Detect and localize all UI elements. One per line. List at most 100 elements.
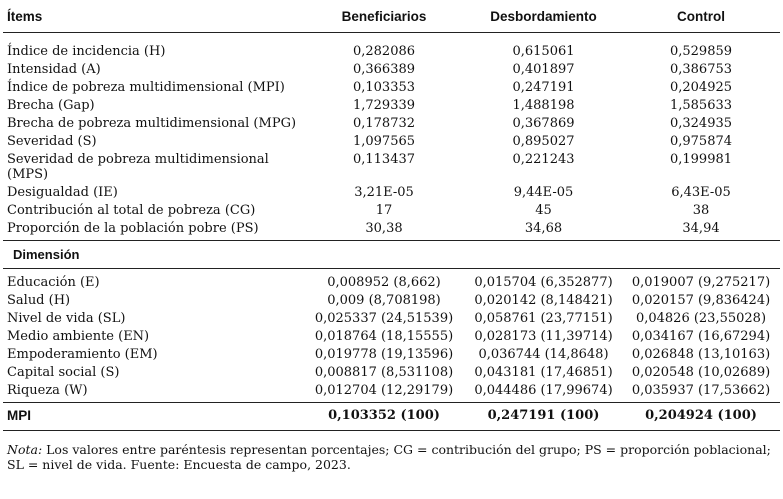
cell-control: 0,975874	[669, 134, 733, 149]
cell-control: 0,324935	[669, 116, 733, 131]
cell-desbordamiento: 0,020142 (8,148421)	[474, 293, 613, 308]
cell-beneficiarios: 1,097565	[352, 134, 416, 149]
cell-beneficiarios: 0,008952 (8,662)	[327, 275, 441, 290]
row-label: Índice de pobreza multidimensional (MPI)	[7, 80, 285, 95]
table-row: Intensidad (A) 0,366389 0,401897 0,386753	[3, 61, 780, 79]
row-label: Contribución al total de pobreza (CG)	[7, 203, 256, 218]
cell-control: 6,43E-05	[671, 185, 731, 200]
total-row: MPI 0,103352 (100) 0,247191 (100) 0,2049…	[3, 402, 780, 431]
cell-beneficiarios: 17	[375, 203, 393, 218]
table-row: Salud (H) 0,009 (8,708198) 0,020142 (8,148…	[3, 292, 780, 310]
note-prefix: Nota:	[7, 442, 43, 457]
header-beneficiarios: Beneficiarios	[303, 0, 465, 33]
cell-beneficiarios: 1,729339	[352, 98, 416, 113]
row-label: Severidad (S)	[7, 134, 97, 149]
row-label: Salud (H)	[7, 293, 71, 308]
table-row: Severidad de pobreza multidimensional (M…	[3, 151, 780, 184]
header-control: Control	[622, 0, 780, 33]
cell-control: 0,020548 (10,02689)	[631, 365, 771, 380]
total-beneficiarios: 0,103352 (100)	[303, 402, 465, 431]
total-control: 0,204924 (100)	[622, 402, 780, 431]
cell-desbordamiento: 0,367869	[512, 116, 575, 131]
row-label: Proporción de la población pobre (PS)	[3, 219, 303, 241]
cell-control: 0,019007 (9,275217)	[631, 275, 771, 290]
row-label: Educación (E)	[7, 275, 100, 290]
cell-beneficiarios: 30,38	[303, 219, 465, 241]
row-label: Medio ambiente (EN)	[7, 329, 150, 344]
cell-desbordamiento: 0,036744 (14,8648)	[478, 347, 609, 362]
cell-beneficiarios: 3,21E-05	[354, 185, 414, 200]
cell-beneficiarios: 0,012704 (12,29179)	[303, 381, 465, 403]
table-row: Empoderamiento (EM) 0,019778 (19,13596) 0,…	[3, 346, 780, 364]
cell-desbordamiento: 0,221243	[512, 152, 575, 167]
cell-desbordamiento: 1,488198	[512, 98, 575, 113]
cell-desbordamiento: 0,895027	[512, 134, 575, 149]
cell-control: 0,386753	[669, 62, 733, 77]
cell-beneficiarios: 0,018764 (18,15555)	[314, 329, 454, 344]
row-label: Desigualdad (IE)	[7, 185, 118, 200]
table-row: Medio ambiente (EN) 0,018764 (18,15555) 0,…	[3, 328, 780, 346]
cell-desbordamiento: 9,44E-05	[513, 185, 574, 200]
cell-control: 0,026848 (13,10163)	[631, 347, 771, 362]
row-label: Empoderamiento (EM)	[7, 347, 158, 362]
cell-control: 38	[692, 203, 710, 218]
total-label: MPI	[3, 402, 303, 431]
cell-desbordamiento: 0,058761 (23,77151)	[474, 311, 613, 326]
cell-beneficiarios: 0,009 (8,708198)	[327, 293, 441, 308]
cell-desbordamiento: 34,68	[465, 219, 622, 241]
header-items: Ítems	[3, 0, 303, 33]
table-row: Capital social (S) 0,008817 (8,531108) 0,0…	[3, 364, 780, 382]
note-text: Los valores entre paréntesis representan…	[7, 442, 771, 472]
cell-control: 0,020157 (9,836424)	[631, 293, 771, 308]
row-label: Brecha de pobreza multidimensional (MPG)	[7, 116, 297, 131]
row-label: Capital social (S)	[7, 365, 120, 380]
cell-control: 34,94	[622, 219, 780, 241]
cell-desbordamiento: 0,247191	[512, 80, 575, 95]
row-label: Intensidad (A)	[7, 62, 101, 77]
section-label: Dimensión	[3, 240, 780, 269]
dimensions-body: Educación (E) 0,008952 (8,662) 0,015704 (6…	[3, 269, 780, 403]
cell-control: 0,035937 (17,53662)	[622, 381, 780, 403]
cell-beneficiarios: 0,178732	[352, 116, 416, 131]
cell-beneficiarios: 0,008817 (8,531108)	[314, 365, 454, 380]
table-row: Brecha de pobreza multidimensional (MPG)…	[3, 115, 780, 133]
poverty-index-table: Ítems Beneficiarios Desbordamiento Contr…	[3, 0, 780, 431]
cell-control: 0,199981	[669, 152, 733, 167]
cell-beneficiarios: 0,019778 (19,13596)	[314, 347, 454, 362]
row-label: Nivel de vida (SL)	[7, 311, 126, 326]
table-row: Riqueza (W) 0,012704 (12,29179) 0,044486 (…	[3, 381, 780, 403]
table-row: Índice de pobreza multidimensional (MPI)…	[3, 79, 780, 97]
cell-beneficiarios: 0,103353	[352, 80, 416, 95]
row-label: Índice de incidencia (H)	[7, 44, 166, 59]
row-label: Riqueza (W)	[3, 381, 303, 403]
cell-control: 1,585633	[669, 98, 733, 113]
row-label: Severidad de pobreza multidimensional (M…	[7, 152, 269, 182]
cell-control: 0,204925	[669, 80, 733, 95]
table-note: Nota: Los valores entre paréntesis repre…	[3, 431, 780, 472]
table-row: Contribución al total de pobreza (CG) 17 4…	[3, 202, 780, 220]
cell-desbordamiento: 0,015704 (6,352877)	[474, 275, 613, 290]
dimension-section-row: Dimensión	[3, 240, 780, 269]
cell-desbordamiento: 0,401897	[512, 62, 575, 77]
total-desbordamiento: 0,247191 (100)	[465, 402, 622, 431]
cell-desbordamiento: 0,043181 (17,46851)	[474, 365, 613, 380]
cell-control: 0,034167 (16,67294)	[631, 329, 771, 344]
cell-desbordamiento: 0,615061	[512, 44, 575, 59]
table-row: Severidad (S) 1,097565 0,895027 0,975874	[3, 133, 780, 151]
cell-desbordamiento: 0,028173 (11,39714)	[474, 329, 613, 344]
table-row: Desigualdad (IE) 3,21E-05 9,44E-05 6,43E-05	[3, 184, 780, 202]
table-row: Nivel de vida (SL) 0,025337 (24,51539) 0,0…	[3, 310, 780, 328]
cell-beneficiarios: 0,282086	[352, 44, 416, 59]
table-row: Proporción de la población pobre (PS) 30,…	[3, 219, 780, 241]
table-header-row: Ítems Beneficiarios Desbordamiento Contr…	[3, 0, 780, 33]
table-row: Educación (E) 0,008952 (8,662) 0,015704 (6…	[3, 269, 780, 292]
cell-control: 0,529859	[669, 44, 733, 59]
indicators-body: Índice de incidencia (H) 0,282086 0,615061…	[3, 33, 780, 241]
cell-beneficiarios: 0,025337 (24,51539)	[314, 311, 454, 326]
cell-beneficiarios: 0,366389	[352, 62, 416, 77]
table-row: Índice de incidencia (H) 0,282086 0,615061…	[3, 33, 780, 61]
cell-beneficiarios: 0,113437	[352, 152, 416, 167]
cell-control: 0,04826 (23,55028)	[635, 311, 767, 326]
header-desbordamiento: Desbordamiento	[465, 0, 622, 33]
